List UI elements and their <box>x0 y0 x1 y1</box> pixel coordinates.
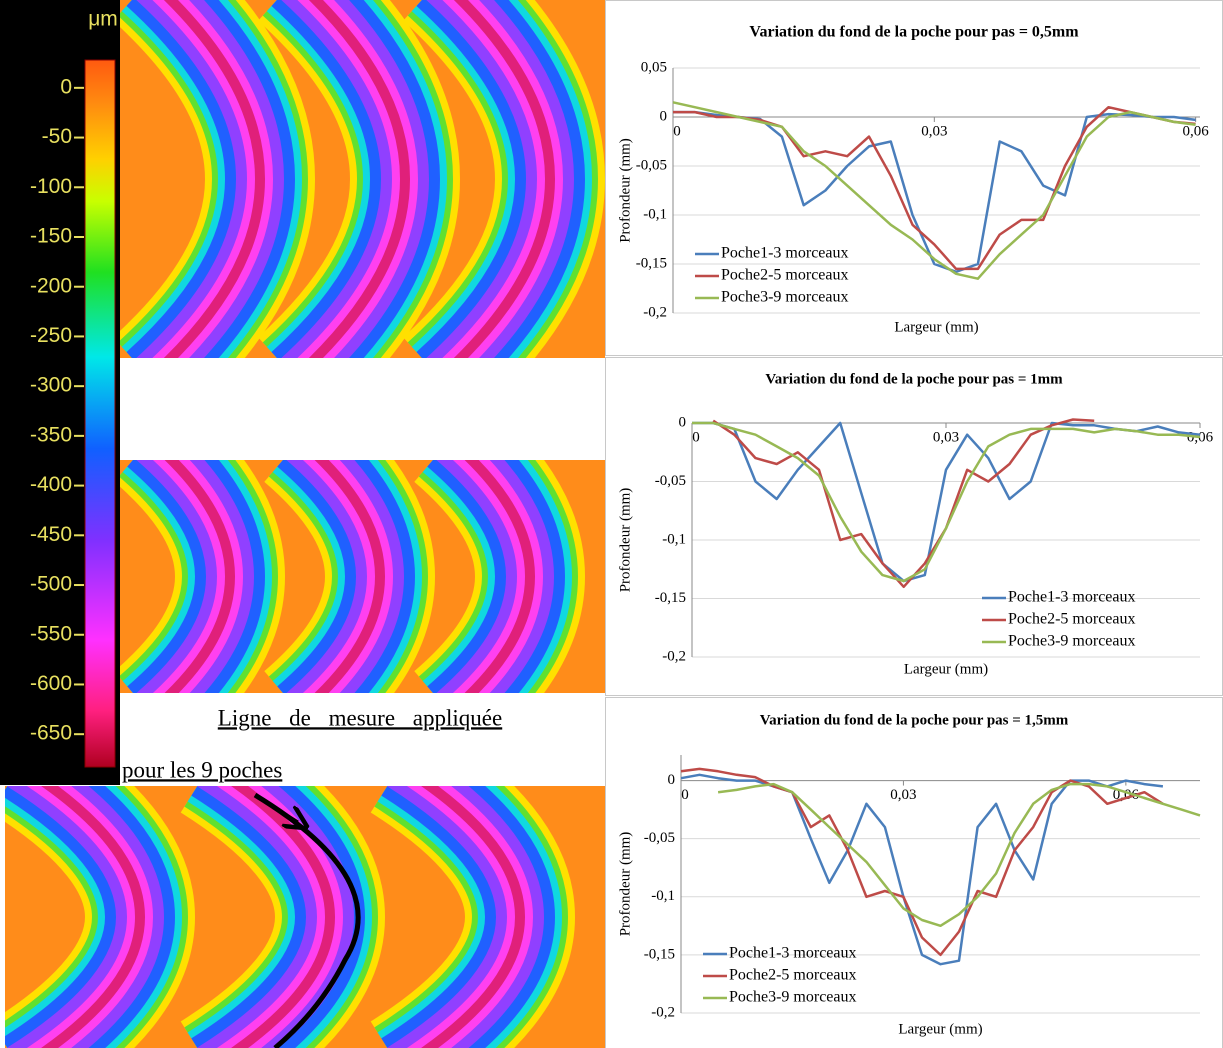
y-tick-label: -0,1 <box>662 531 686 547</box>
series-line <box>680 773 1164 966</box>
y-tick-label: -0,15 <box>644 946 675 962</box>
caption-line: Ligne de mesure appliquée <box>218 705 502 730</box>
x-tick-label: 0 <box>673 123 681 139</box>
legend-label: Poche3-9 morceaux <box>721 289 849 306</box>
y-tick-label: -0,05 <box>655 473 686 489</box>
x-tick-label: 0 <box>692 429 700 445</box>
x-tick-label: 0,03 <box>933 429 959 445</box>
colorbar-tick-label: -100 <box>30 175 72 198</box>
x-axis-label: Largeur (mm) <box>894 319 978 335</box>
height-maps <box>5 0 605 1048</box>
colorbar: μm 0 -50 -100 -150 -200 -250 -300 -350 -400 -450 -… <box>0 0 120 785</box>
colorbar-tick-label: -200 <box>30 274 72 297</box>
y-axis-label: Profondeur (mm) <box>617 488 633 593</box>
colorbar-tick-label: -400 <box>30 473 72 496</box>
colorbar-tick-label: -150 <box>30 225 72 248</box>
series-line <box>673 105 1196 271</box>
y-tick-label: -0,05 <box>644 830 675 846</box>
height-map <box>120 0 605 358</box>
height-band <box>464 460 535 693</box>
height-map <box>5 786 605 1048</box>
legend-label: Poche1-3 morceaux <box>721 245 849 262</box>
x-axis-label: Largeur (mm) <box>904 661 988 677</box>
colorbar-tick-label: -250 <box>30 324 72 347</box>
colorbar-tick-label: -550 <box>30 622 72 645</box>
chart-title: Variation du fond de la poche pour pas =… <box>765 371 1063 387</box>
chart: Variation du fond de la poche pour pas =… <box>605 357 1223 696</box>
series-line <box>712 418 1095 589</box>
height-band <box>230 786 335 1048</box>
y-tick-label: -0,15 <box>655 590 686 606</box>
height-band <box>420 786 525 1048</box>
y-tick-label: -0,1 <box>643 206 667 222</box>
y-tick-label: 0 <box>660 108 668 124</box>
colorbar-unit: μm <box>88 8 118 31</box>
chart-frame <box>605 0 1223 356</box>
colorbar-tick-label: -500 <box>30 573 72 596</box>
chart-title: Variation du fond de la poche pour pas =… <box>760 712 1069 728</box>
y-tick-label: -0,2 <box>662 648 686 664</box>
series-line <box>692 421 1201 583</box>
height-band <box>308 0 410 358</box>
x-axis-label: Largeur (mm) <box>898 1021 982 1037</box>
chart-title: Variation du fond de la poche pour pas =… <box>749 24 1079 41</box>
chart: Variation du fond de la poche pour pas =… <box>605 0 1223 356</box>
height-map <box>118 460 605 693</box>
series-line <box>717 782 1201 928</box>
y-tick-label: 0,05 <box>641 59 667 75</box>
chart-frame <box>605 357 1223 696</box>
colorbar-tick-label: -50 <box>42 125 72 148</box>
x-tick-label: 0,03 <box>890 787 916 803</box>
colorbar-tick-label: -650 <box>30 722 72 745</box>
legend-label: Poche3-9 morceaux <box>1008 633 1136 650</box>
colorbar-tick-label: 0 <box>60 75 72 98</box>
y-tick-label: 0 <box>679 414 687 430</box>
y-tick-label: -0,1 <box>651 888 675 904</box>
legend-label: Poche2-5 morceaux <box>729 967 857 984</box>
y-axis-label: Profondeur (mm) <box>617 832 633 937</box>
y-tick-label: -0,05 <box>636 157 667 173</box>
y-axis-label: Profondeur (mm) <box>617 138 633 243</box>
chart-frame <box>605 697 1223 1048</box>
chart: Variation du fond de la poche pour pas =… <box>605 697 1223 1048</box>
height-band <box>163 0 265 358</box>
x-tick-label: 0 <box>681 787 689 803</box>
height-band <box>314 460 385 693</box>
y-tick-label: -0,15 <box>636 255 667 271</box>
y-tick-label: -0,2 <box>651 1004 675 1020</box>
legend-label: Poche2-5 morceaux <box>721 267 849 284</box>
colorbar-tick-label: -300 <box>30 374 72 397</box>
x-tick-label: 0,03 <box>921 123 947 139</box>
series-line <box>672 101 1196 280</box>
legend-label: Poche1-3 morceaux <box>1008 589 1136 606</box>
measure-arrow <box>257 795 298 822</box>
y-tick-label: -0,2 <box>643 304 667 320</box>
height-band <box>164 460 235 693</box>
colorbar-tick-label: -450 <box>30 523 72 546</box>
height-band <box>453 0 555 358</box>
x-tick-label: 0,06 <box>1187 429 1214 445</box>
colorbar-tick-label: -350 <box>30 423 72 446</box>
measure-line <box>253 792 361 1048</box>
colorbar-scale <box>84 59 116 768</box>
colorbar-tick-label: -600 <box>30 672 72 695</box>
legend-label: Poche1-3 morceaux <box>729 945 857 962</box>
x-tick-label: 0,06 <box>1183 123 1210 139</box>
y-tick-label: 0 <box>668 772 676 788</box>
caption-line: pour les 9 poches <box>122 757 282 782</box>
height-band <box>40 786 145 1048</box>
legend-label: Poche3-9 morceaux <box>729 989 857 1006</box>
legend-label: Poche2-5 morceaux <box>1008 611 1136 628</box>
